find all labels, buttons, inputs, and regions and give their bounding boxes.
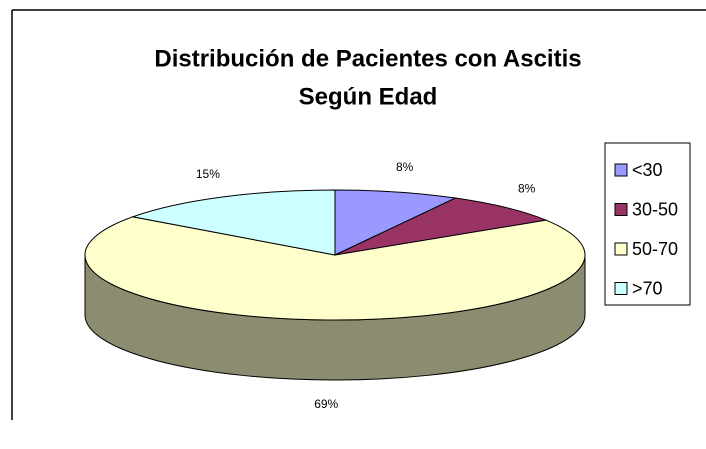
legend-label: <30 xyxy=(632,160,663,180)
data-label: 15% xyxy=(196,167,220,181)
data-label: 8% xyxy=(396,160,414,174)
pie-slice xyxy=(334,197,548,256)
legend-label: 50-70 xyxy=(632,239,678,259)
legend-swatch xyxy=(614,203,628,216)
pie-slice xyxy=(84,216,586,321)
legend-swatch xyxy=(614,282,628,295)
legend-swatch xyxy=(614,242,628,256)
chart-title: Distribución de Pacientes con Ascitis xyxy=(154,45,581,72)
data-label: 8% xyxy=(518,182,536,196)
pie-slice xyxy=(334,189,458,256)
chart-title: Según Edad xyxy=(299,83,438,110)
legend-label: >70 xyxy=(632,278,663,298)
pie-slice xyxy=(130,189,336,256)
legend-swatch xyxy=(614,163,628,177)
data-label: 69% xyxy=(314,397,338,411)
legend-label: 30-50 xyxy=(632,199,678,219)
